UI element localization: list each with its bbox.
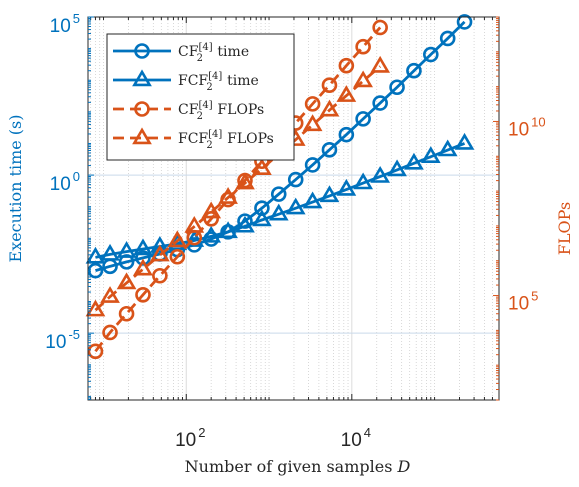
data-point: [85, 299, 106, 317]
data-point: [302, 191, 323, 209]
data-point: [201, 225, 222, 243]
data-point: [336, 85, 357, 102]
legend-label: FCF[4] 2 FLOPs: [178, 129, 274, 151]
data-point: [135, 287, 151, 303]
data-point: [372, 95, 388, 111]
data-point: [118, 305, 135, 322]
y-right-tick-label: 10 10: [508, 114, 546, 140]
data-point: [387, 159, 407, 177]
data-point: [336, 178, 357, 196]
data-point: [252, 209, 272, 227]
data-point: [85, 246, 106, 264]
x-axis-label: Number of given samples D: [185, 457, 411, 476]
series-1: [85, 132, 475, 264]
data-point: [100, 243, 120, 261]
data-point: [184, 215, 205, 233]
legend-marker: [134, 101, 150, 117]
x-tick-label: 10 2: [175, 425, 205, 451]
y-axis-right-label: FLOPs: [555, 202, 574, 255]
data-point: [87, 262, 104, 279]
data-point: [355, 111, 371, 127]
data-point: [304, 157, 321, 173]
data-point: [454, 132, 475, 150]
y-axis-left-label: Execution time (s): [6, 115, 25, 263]
data-point: [201, 201, 222, 219]
tick-marks: [88, 16, 500, 401]
y-left-tick-label: 10 0: [50, 169, 80, 195]
legend-entry: CF[4] 2 FLOPs: [113, 100, 264, 122]
data-point: [100, 286, 120, 303]
y-left-tick-label: 10 -5: [45, 327, 80, 353]
data-point: [355, 38, 371, 55]
data-point: [319, 185, 340, 203]
data-point: [133, 258, 153, 276]
data-point: [235, 172, 255, 190]
data-point: [319, 99, 340, 117]
data-point: [150, 235, 170, 253]
legend: CF[4] 2 time FCF[4] 2 time CF[4] 2 FLOPs FCF[4…: [106, 33, 295, 161]
data-point: [404, 152, 424, 170]
legend-label: CF[4] 2 time: [178, 42, 249, 64]
data-point: [302, 114, 323, 132]
series-layer: [85, 14, 475, 360]
data-point: [218, 187, 238, 204]
data-point: [152, 267, 168, 284]
legend-entry: FCF[4] 2 FLOPs: [113, 127, 274, 151]
data-point: [389, 79, 405, 96]
data-point: [338, 126, 355, 143]
data-point: [439, 30, 456, 47]
data-point: [338, 57, 355, 74]
data-point: [235, 215, 255, 233]
data-point: [116, 272, 137, 290]
data-point: [353, 70, 373, 88]
data-point: [420, 146, 441, 164]
data-point: [370, 55, 391, 73]
data-point: [372, 19, 388, 36]
data-point: [353, 172, 373, 190]
data-point: [270, 186, 287, 202]
data-point: [218, 221, 238, 239]
data-point: [370, 165, 391, 183]
data-point: [87, 343, 104, 360]
data-point: [268, 203, 289, 221]
data-point: [184, 229, 205, 247]
legend-label: FCF[4] 2 time: [178, 71, 259, 93]
data-point: [423, 46, 439, 63]
legend-entry: CF[4] 2 time: [113, 42, 249, 64]
legend-label: CF[4] 2 FLOPs: [178, 100, 264, 122]
data-point: [456, 14, 473, 30]
data-point: [321, 142, 338, 158]
y-right-tick-label: 10 5: [508, 289, 538, 315]
legend-entry: FCF[4] 2 time: [113, 69, 259, 93]
data-point: [167, 230, 188, 248]
y-left-tick-label: 10 5: [50, 11, 80, 37]
data-point: [135, 250, 151, 266]
x-tick-label: 10 4: [341, 425, 371, 451]
series-line: [94, 26, 382, 353]
legend-marker: [132, 69, 152, 87]
data-point: [254, 200, 270, 216]
tick-labels: 10 2 10 4 10 5 10 0 10 -5 10 10 10 5: [45, 11, 545, 451]
data-point: [285, 197, 306, 215]
data-point: [287, 171, 304, 188]
data-point: [321, 77, 338, 93]
data-point: [133, 238, 153, 256]
data-point: [150, 244, 170, 262]
data-point: [252, 158, 272, 175]
data-point: [437, 139, 458, 157]
data-point: [169, 248, 186, 265]
legend-marker: [132, 127, 152, 145]
data-point: [406, 62, 422, 79]
data-point: [116, 241, 137, 258]
data-point: [102, 324, 118, 341]
legend-marker: [134, 43, 150, 59]
data-point: [304, 96, 321, 112]
